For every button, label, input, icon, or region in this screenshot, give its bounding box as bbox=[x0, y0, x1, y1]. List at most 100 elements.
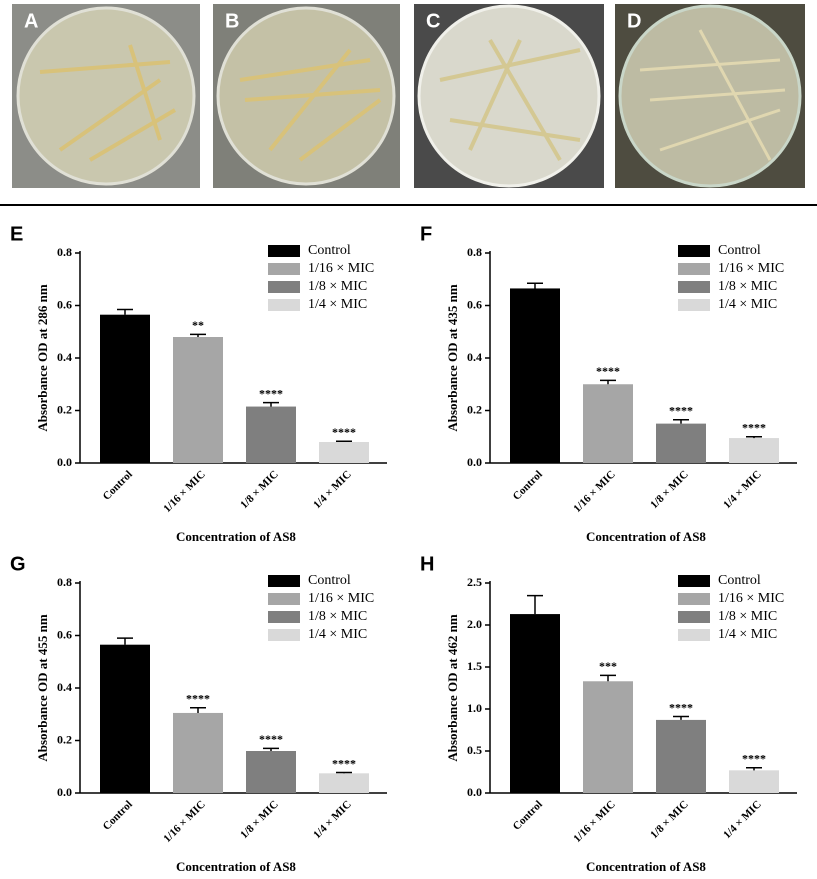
significance: **** bbox=[259, 386, 283, 400]
legend-label: 1/16 × MIC bbox=[718, 261, 784, 276]
legend-swatch bbox=[678, 245, 710, 257]
y-axis-label: Absorbance OD at 455 nm bbox=[35, 614, 50, 762]
legend-label: Control bbox=[718, 243, 761, 258]
significance: **** bbox=[259, 732, 283, 746]
y-tick-label: 0.8 bbox=[57, 245, 72, 259]
bar bbox=[100, 314, 150, 463]
y-tick-label: 0.5 bbox=[467, 743, 482, 757]
y-tick-label: 0.6 bbox=[57, 627, 72, 641]
x-axis-label: Concentration of AS8 bbox=[176, 859, 296, 874]
streaks bbox=[439, 38, 581, 162]
legend-swatch bbox=[678, 281, 710, 293]
legend-swatch bbox=[268, 575, 300, 587]
x-axis-label: Concentration of AS8 bbox=[586, 859, 706, 874]
photos bbox=[12, 4, 805, 188]
x-tick-label: 1/8 × MIC bbox=[238, 468, 281, 511]
bar bbox=[510, 288, 560, 463]
y-tick-label: 0.2 bbox=[57, 402, 72, 416]
y-tick-label: 0.0 bbox=[467, 455, 482, 469]
y-tick-label: 0.4 bbox=[57, 350, 72, 364]
error-bar bbox=[527, 594, 543, 615]
legend-label: 1/16 × MIC bbox=[718, 591, 784, 606]
bar bbox=[319, 773, 369, 793]
x-tick-label: 1/16 × MIC bbox=[571, 798, 618, 845]
x-tick-label: Control bbox=[101, 468, 135, 502]
bar bbox=[583, 384, 633, 463]
y-tick-label: 1.5 bbox=[467, 659, 482, 673]
significance: **** bbox=[742, 421, 766, 435]
legend-label: 1/4 × MIC bbox=[308, 297, 367, 312]
bar bbox=[729, 770, 779, 793]
bar bbox=[173, 337, 223, 463]
error-bar bbox=[263, 747, 279, 751]
error-bar bbox=[263, 401, 279, 407]
bar bbox=[729, 438, 779, 463]
significance: **** bbox=[332, 756, 356, 770]
streaks bbox=[39, 44, 177, 162]
legend-swatch bbox=[678, 611, 710, 623]
y-tick-label: 0.8 bbox=[57, 575, 72, 589]
legend-swatch bbox=[678, 299, 710, 311]
x-tick-label: 1/8 × MIC bbox=[648, 798, 691, 841]
panel-label: H bbox=[420, 553, 434, 575]
legend-swatch bbox=[678, 593, 710, 605]
error-bar bbox=[117, 637, 133, 645]
significance: *** bbox=[599, 659, 617, 673]
x-tick-label: Control bbox=[511, 798, 545, 832]
legend-label: Control bbox=[718, 573, 761, 588]
significance: **** bbox=[742, 752, 766, 766]
error-bar bbox=[190, 333, 206, 337]
y-tick-label: 0.6 bbox=[57, 297, 72, 311]
legend-label: Control bbox=[308, 573, 351, 588]
x-tick-label: 1/4 × MIC bbox=[311, 798, 354, 841]
petri-dish bbox=[16, 6, 196, 186]
legend-swatch bbox=[268, 299, 300, 311]
panel-label: B bbox=[225, 10, 239, 32]
legend-swatch bbox=[678, 263, 710, 275]
significance: **** bbox=[186, 691, 210, 705]
bar bbox=[319, 442, 369, 463]
y-tick-label: 0.6 bbox=[467, 297, 482, 311]
error-bar bbox=[673, 418, 689, 424]
legend-label: 1/4 × MIC bbox=[718, 297, 777, 312]
x-tick-label: 1/4 × MIC bbox=[311, 468, 354, 511]
legend-swatch bbox=[678, 629, 710, 641]
y-tick-label: 0.2 bbox=[57, 732, 72, 746]
legend-swatch bbox=[268, 629, 300, 641]
legend-label: 1/8 × MIC bbox=[718, 279, 777, 294]
streaks bbox=[639, 29, 786, 161]
legend-swatch bbox=[268, 611, 300, 623]
y-tick-label: 2.5 bbox=[467, 575, 482, 589]
error-bar bbox=[600, 674, 616, 682]
legend-swatch bbox=[268, 281, 300, 293]
panel-label: F bbox=[420, 223, 432, 245]
error-bar bbox=[527, 282, 543, 289]
x-axis-label: Concentration of AS8 bbox=[586, 529, 706, 544]
y-axis-label: Absorbance OD at 462 nm bbox=[445, 614, 460, 762]
error-bar bbox=[600, 379, 616, 385]
y-tick-label: 0.8 bbox=[467, 245, 482, 259]
x-axis-label: Concentration of AS8 bbox=[176, 529, 296, 544]
y-axis-label: Absorbance OD at 435 nm bbox=[445, 284, 460, 432]
panel-label: D bbox=[627, 10, 641, 32]
x-tick-label: Control bbox=[511, 468, 545, 502]
error-bar bbox=[746, 767, 762, 771]
panel-label: C bbox=[426, 10, 440, 32]
bar bbox=[173, 712, 223, 793]
significance: **** bbox=[669, 700, 693, 714]
y-tick-label: 0.0 bbox=[57, 455, 72, 469]
x-tick-label: 1/16 × MIC bbox=[571, 468, 618, 515]
panel-label: G bbox=[10, 553, 26, 575]
bar bbox=[583, 681, 633, 793]
error-bar bbox=[117, 308, 133, 315]
legend-swatch bbox=[678, 575, 710, 587]
significance: **** bbox=[332, 425, 356, 439]
x-tick-label: 1/16 × MIC bbox=[161, 798, 208, 845]
significance: **** bbox=[596, 364, 620, 378]
x-tick-label: 1/4 × MIC bbox=[721, 468, 764, 511]
bar bbox=[656, 719, 706, 793]
error-bar bbox=[746, 436, 762, 439]
legend-label: 1/8 × MIC bbox=[718, 609, 777, 624]
y-tick-label: 2.0 bbox=[467, 617, 482, 631]
